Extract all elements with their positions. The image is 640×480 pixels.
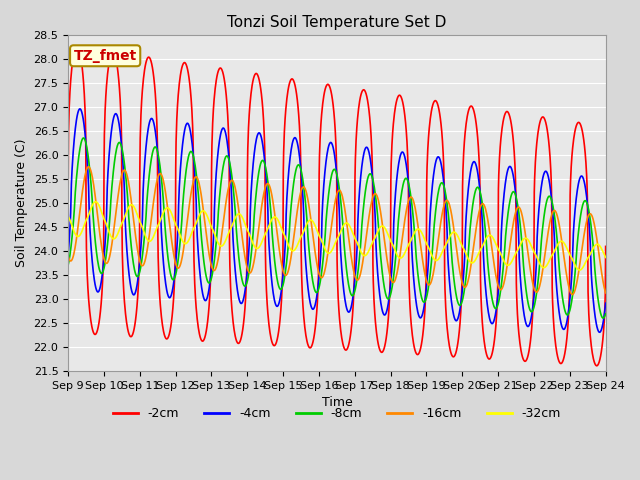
-8cm bbox=[80, 135, 88, 141]
-8cm bbox=[599, 315, 607, 321]
Line: -4cm: -4cm bbox=[68, 109, 605, 332]
-32cm bbox=[602, 254, 609, 260]
-32cm bbox=[314, 228, 321, 234]
-8cm bbox=[602, 311, 609, 317]
-2cm bbox=[371, 304, 378, 310]
-2cm bbox=[64, 186, 72, 192]
-4cm bbox=[314, 289, 321, 295]
Line: -32cm: -32cm bbox=[68, 202, 605, 270]
-4cm bbox=[371, 199, 378, 204]
-32cm bbox=[64, 214, 72, 219]
-16cm bbox=[64, 253, 72, 259]
-2cm bbox=[602, 243, 609, 249]
X-axis label: Time: Time bbox=[321, 396, 352, 409]
-8cm bbox=[371, 185, 378, 191]
-2cm bbox=[314, 300, 321, 305]
-16cm bbox=[106, 252, 114, 257]
-16cm bbox=[568, 292, 576, 298]
-4cm bbox=[106, 140, 114, 146]
-32cm bbox=[304, 220, 312, 226]
-2cm bbox=[593, 363, 600, 369]
-2cm bbox=[73, 43, 81, 49]
Line: -16cm: -16cm bbox=[68, 167, 605, 295]
-8cm bbox=[106, 211, 114, 217]
-4cm bbox=[304, 282, 312, 288]
Legend: -2cm, -4cm, -8cm, -16cm, -32cm: -2cm, -4cm, -8cm, -16cm, -32cm bbox=[108, 402, 566, 425]
-2cm bbox=[106, 54, 114, 60]
-32cm bbox=[92, 199, 100, 204]
-16cm bbox=[371, 191, 378, 197]
-16cm bbox=[84, 164, 92, 169]
-4cm bbox=[128, 289, 136, 295]
-32cm bbox=[106, 232, 114, 238]
-8cm bbox=[314, 289, 321, 295]
-32cm bbox=[128, 202, 136, 208]
-16cm bbox=[602, 290, 609, 296]
-8cm bbox=[128, 250, 136, 256]
Text: TZ_fmet: TZ_fmet bbox=[74, 49, 137, 63]
-8cm bbox=[64, 262, 72, 268]
-8cm bbox=[304, 229, 312, 235]
-16cm bbox=[304, 195, 312, 201]
Title: Tonzi Soil Temperature Set D: Tonzi Soil Temperature Set D bbox=[227, 15, 447, 30]
Line: -2cm: -2cm bbox=[68, 46, 605, 366]
-4cm bbox=[76, 106, 84, 112]
-16cm bbox=[128, 204, 136, 209]
-4cm bbox=[64, 252, 72, 257]
-32cm bbox=[371, 236, 378, 242]
Y-axis label: Soil Temperature (C): Soil Temperature (C) bbox=[15, 139, 28, 267]
-32cm bbox=[575, 267, 583, 273]
-8cm bbox=[292, 165, 300, 171]
-2cm bbox=[292, 91, 300, 97]
-32cm bbox=[292, 244, 300, 250]
Line: -8cm: -8cm bbox=[68, 138, 605, 318]
-2cm bbox=[128, 333, 136, 339]
-16cm bbox=[314, 264, 321, 269]
-16cm bbox=[292, 213, 300, 219]
-4cm bbox=[602, 300, 609, 306]
-4cm bbox=[596, 329, 604, 335]
-2cm bbox=[304, 341, 312, 347]
-4cm bbox=[292, 137, 300, 143]
